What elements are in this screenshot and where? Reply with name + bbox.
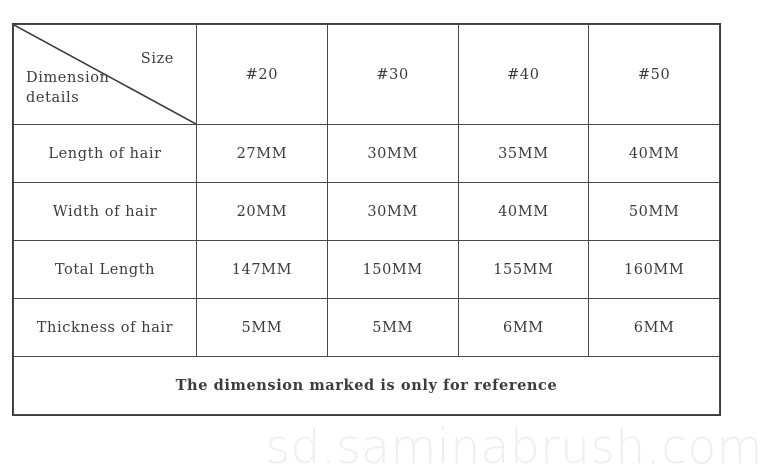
header-dimension-axis-label: Dimension details bbox=[26, 68, 109, 108]
row-label-length-of-hair: Length of hair bbox=[13, 124, 197, 183]
cell-length-of-hair-40: 35MM bbox=[457, 124, 590, 183]
header-dimension-line-2: details bbox=[26, 90, 80, 106]
column-header-size-2: #30 bbox=[326, 24, 459, 125]
footnote-text: The dimension marked is only for referen… bbox=[13, 356, 720, 415]
row-label-width-of-hair: Width of hair bbox=[13, 182, 197, 241]
diagonal-divider-line bbox=[14, 25, 196, 124]
cell-width-of-hair-30: 30MM bbox=[326, 182, 459, 241]
row-label-thickness-of-hair: Thickness of hair bbox=[13, 298, 197, 357]
cell-total-length-40: 155MM bbox=[457, 240, 590, 299]
cell-total-length-30: 150MM bbox=[326, 240, 459, 299]
cell-width-of-hair-40: 40MM bbox=[457, 182, 590, 241]
cell-width-of-hair-20: 20MM bbox=[196, 182, 328, 241]
cell-length-of-hair-50: 40MM bbox=[588, 124, 720, 183]
specification-table-container: Size Dimension details #20 #30 #40 #50 L… bbox=[12, 23, 721, 416]
table-footnote-row: The dimension marked is only for referen… bbox=[13, 356, 720, 415]
cell-thickness-of-hair-30: 5MM bbox=[326, 298, 459, 357]
cell-thickness-of-hair-40: 6MM bbox=[457, 298, 590, 357]
row-label-total-length: Total Length bbox=[13, 240, 197, 299]
column-header-size-1: #20 bbox=[196, 24, 328, 125]
header-dimension-line-1: Dimension bbox=[26, 70, 110, 86]
cell-thickness-of-hair-20: 5MM bbox=[196, 298, 328, 357]
table-row: Total Length 147MM 150MM 155MM 160MM bbox=[13, 240, 720, 299]
table-header-row: Size Dimension details #20 #30 #40 #50 bbox=[13, 24, 720, 125]
column-header-size-4: #50 bbox=[588, 24, 720, 125]
table-row: Thickness of hair 5MM 5MM 6MM 6MM bbox=[13, 298, 720, 357]
cell-total-length-20: 147MM bbox=[196, 240, 328, 299]
cell-total-length-50: 160MM bbox=[588, 240, 720, 299]
cell-width-of-hair-50: 50MM bbox=[588, 182, 720, 241]
site-watermark: sd.saminabrush.com bbox=[265, 420, 763, 475]
diagonal-header-cell: Size Dimension details bbox=[13, 24, 197, 125]
cell-thickness-of-hair-50: 6MM bbox=[588, 298, 720, 357]
cell-length-of-hair-20: 27MM bbox=[196, 124, 328, 183]
cell-length-of-hair-30: 30MM bbox=[326, 124, 459, 183]
header-size-axis-label: Size bbox=[140, 51, 174, 67]
table-row: Length of hair 27MM 30MM 35MM 40MM bbox=[13, 124, 720, 183]
column-header-size-3: #40 bbox=[457, 24, 590, 125]
specification-table: Size Dimension details #20 #30 #40 #50 L… bbox=[12, 23, 721, 416]
table-row: Width of hair 20MM 30MM 40MM 50MM bbox=[13, 182, 720, 241]
